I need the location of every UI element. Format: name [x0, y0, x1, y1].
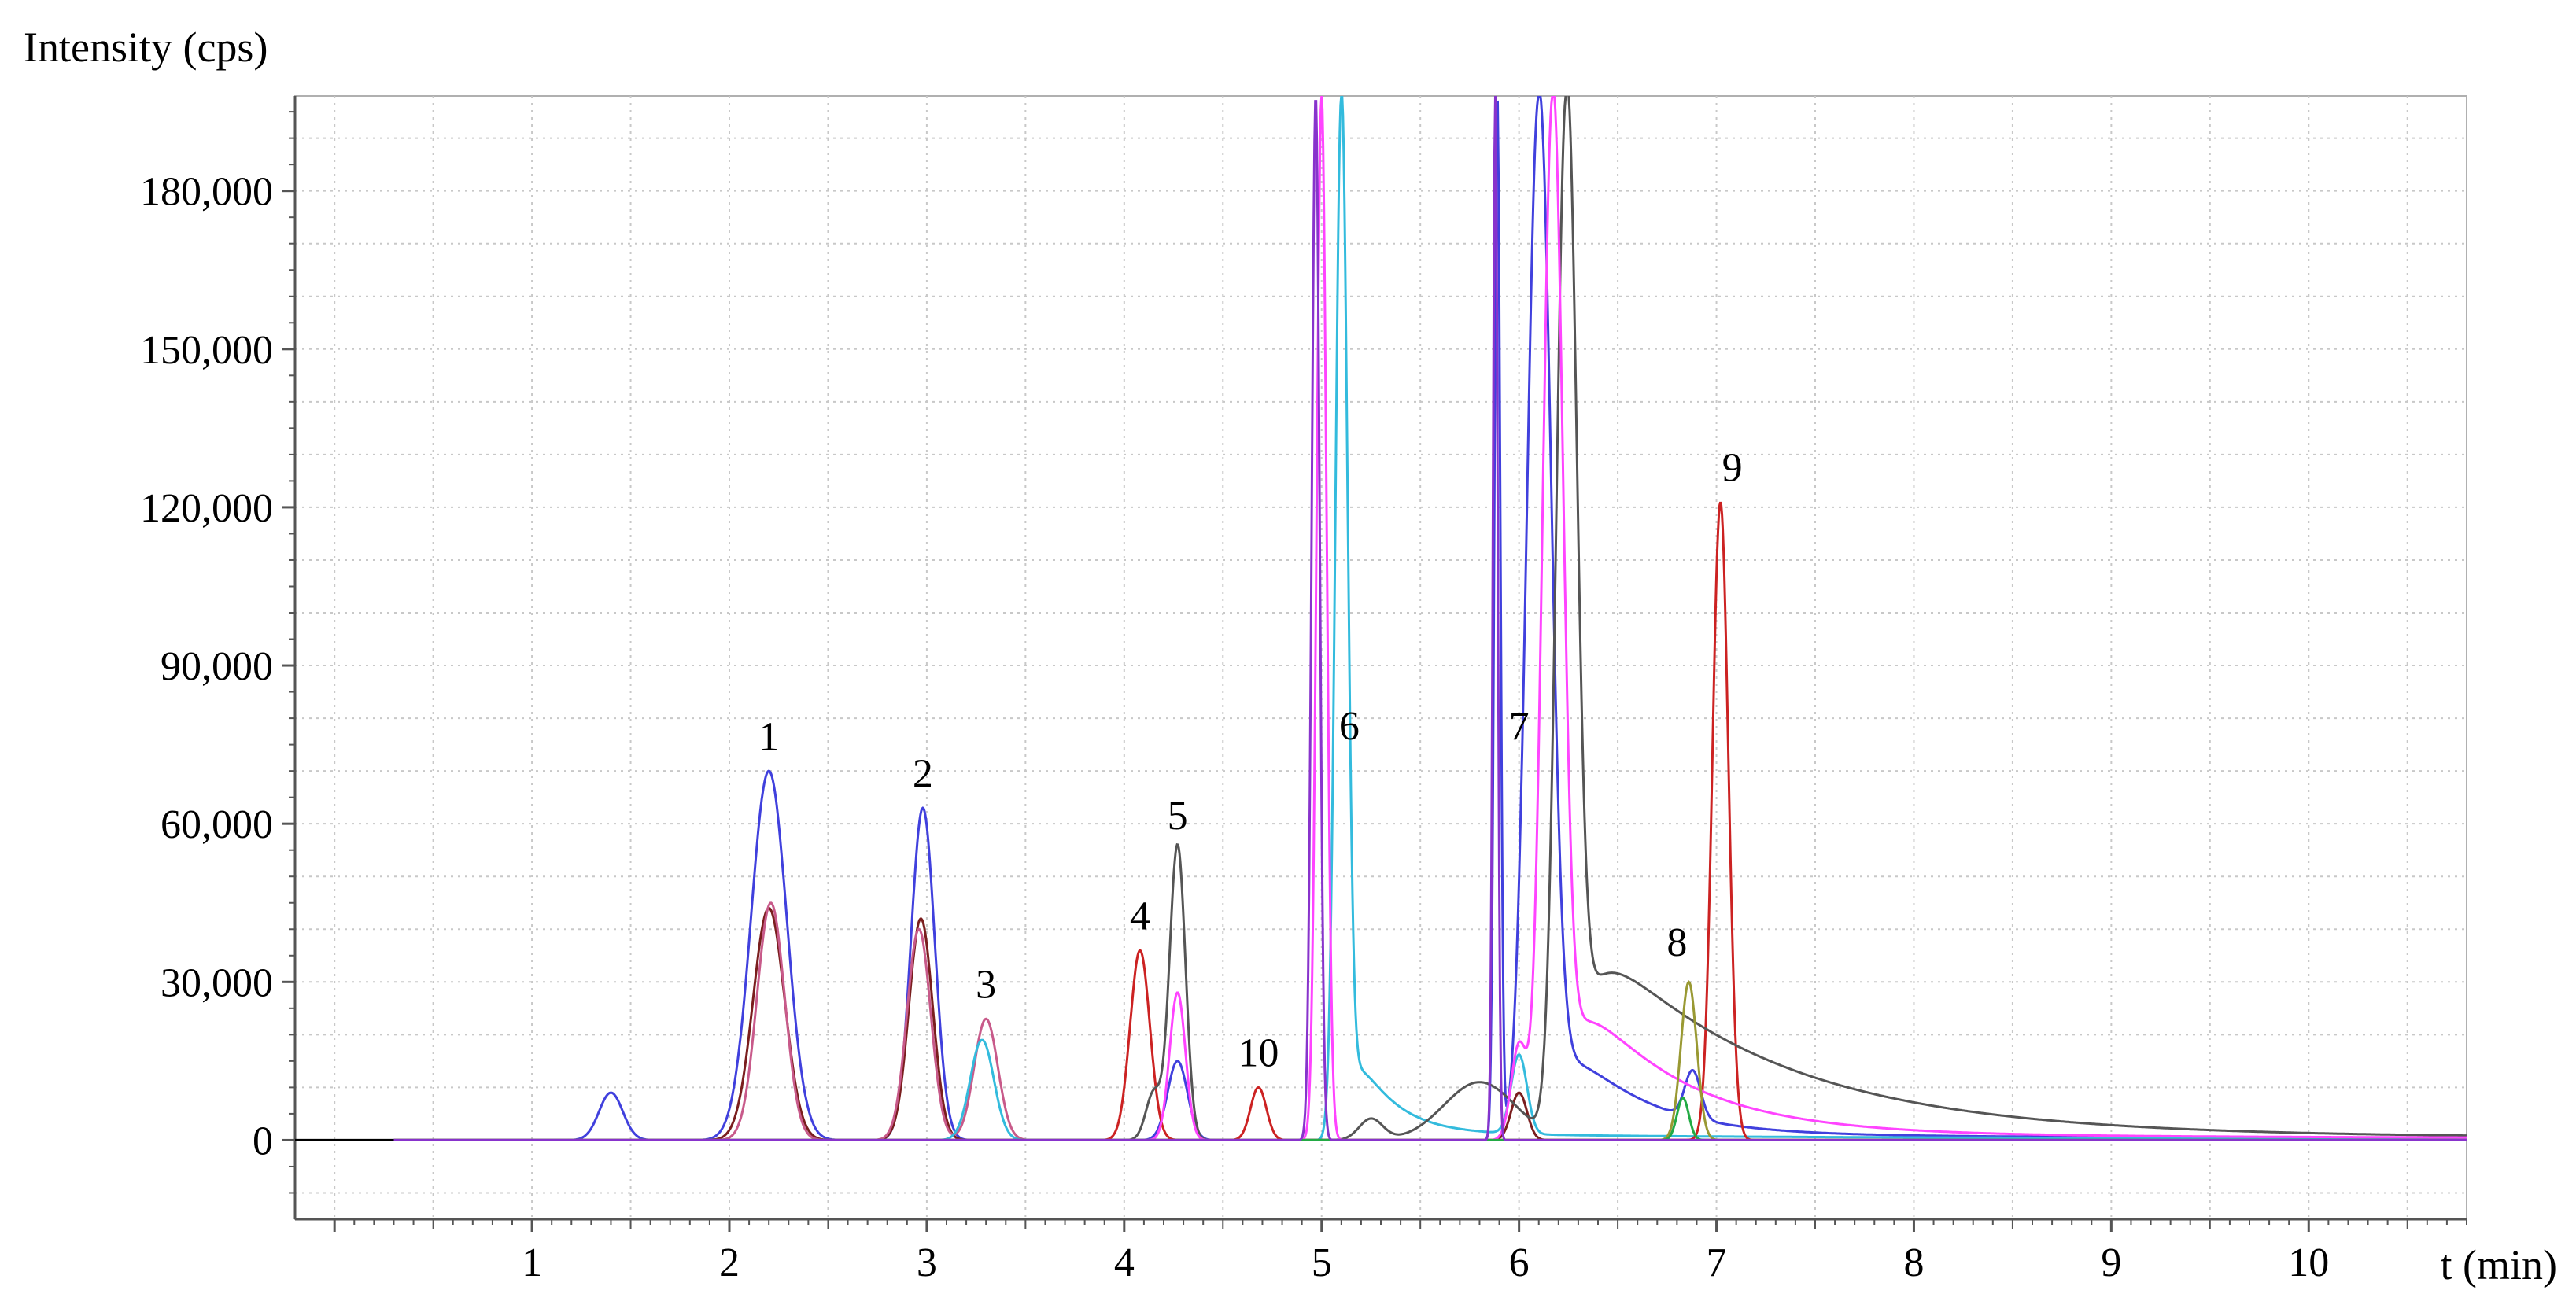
- x-tick-label: 8: [1903, 1240, 1924, 1285]
- y-axis-title: Intensity (cps): [24, 24, 268, 71]
- y-tick-label: 30,000: [161, 960, 273, 1005]
- x-tick-label: 1: [522, 1240, 542, 1285]
- x-tick-label: 9: [2101, 1240, 2121, 1285]
- y-tick-label: 120,000: [140, 486, 273, 531]
- grid-layer: [294, 95, 2467, 1220]
- series-layer: [393, 96, 2467, 1141]
- labels-layer: 1 2 3 4 5 10 6 7 8 9: [758, 445, 1742, 1075]
- peak-label: 1: [758, 714, 779, 759]
- x-tick-label: 5: [1312, 1240, 1332, 1285]
- x-tick-label: 10: [2288, 1240, 2329, 1285]
- peak-label: 4: [1130, 894, 1150, 938]
- peak-label: 7: [1509, 704, 1530, 749]
- x-tick-label: 7: [1707, 1240, 1727, 1285]
- y-tick-label: 90,000: [161, 644, 273, 689]
- x-axis-title: t (min): [2441, 1241, 2557, 1288]
- series-trace: [393, 96, 2467, 1141]
- plot-area: [294, 95, 2467, 1220]
- peak-label: 8: [1666, 920, 1687, 965]
- peak-label: 9: [1722, 445, 1743, 490]
- y-tick-label: 60,000: [161, 802, 273, 847]
- x-tick-label: 4: [1114, 1240, 1135, 1285]
- x-tick-label: 6: [1509, 1240, 1530, 1285]
- peak-label: 5: [1168, 794, 1188, 839]
- peak-label: 6: [1339, 704, 1360, 749]
- peak-label: 3: [976, 962, 996, 1007]
- y-tick-label: 180,000: [140, 170, 273, 215]
- x-tick-label: 2: [719, 1240, 740, 1285]
- peak-label: 10: [1238, 1031, 1279, 1076]
- x-tick-label: 3: [917, 1240, 937, 1285]
- y-tick-label: 0: [253, 1119, 273, 1163]
- y-tick-label: 150,000: [140, 328, 273, 373]
- peak-label: 2: [913, 751, 933, 796]
